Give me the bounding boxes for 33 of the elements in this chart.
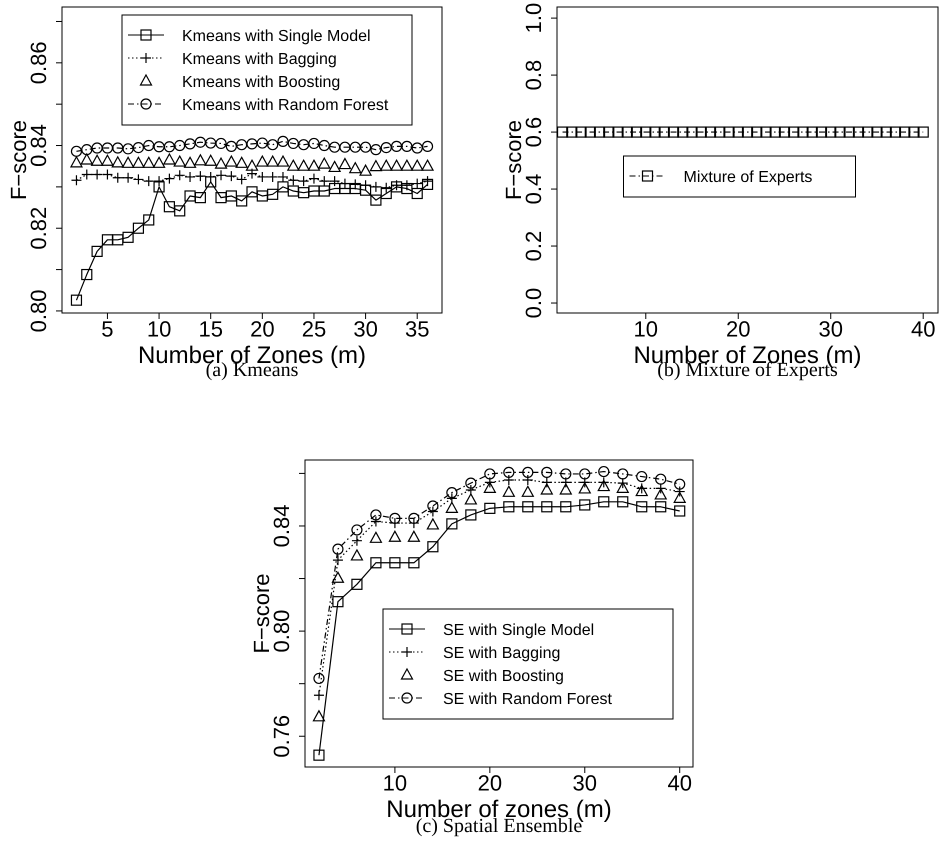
x-tick-label: 30 [353,316,378,342]
x-tick-label: 30 [818,316,843,342]
x-tick-label: 40 [667,770,692,796]
y-tick-label: 0.80 [26,290,51,332]
y-tick-label: 0.8 [521,60,546,90]
x-tick-label: 20 [726,316,750,342]
x-tick-label: 40 [910,316,936,342]
y-tick-label: 0.84 [269,504,294,548]
x-tick-label: 5 [101,316,114,342]
legend-label: Kmeans with Single Model [182,28,371,45]
legend-label: Mixture of Experts [684,169,812,186]
x-tick-label: 20 [478,770,502,796]
x-tick-label: 15 [198,316,223,342]
y-tick-label: 0.2 [521,230,546,262]
legend-label: Kmeans with Bagging [182,51,337,68]
x-tick-label: 35 [404,316,430,342]
legend-label: SE with Random Forest [443,691,613,708]
legend-label: SE with Single Model [443,622,594,639]
x-tick-label: 10 [382,770,408,796]
y-tick-label: 0.86 [26,41,51,84]
legend-label: SE with Boosting [443,668,564,685]
x-tick-label: 10 [634,316,658,342]
y-tick-label: 0.82 [26,206,51,250]
x-tick-label: 30 [572,770,598,796]
legend-label: Kmeans with Random Forest [182,97,389,114]
y-tick-label: 1.0 [521,2,546,34]
x-tick-label: 10 [146,316,172,342]
legend-label: Kmeans with Boosting [182,74,340,91]
y-tick-label: 0.0 [521,288,546,318]
x-tick-label: 25 [302,316,326,342]
x-tick-label: 20 [250,316,275,342]
y-tick-label: 0.76 [269,714,294,758]
legend-label: SE with Bagging [443,645,560,662]
